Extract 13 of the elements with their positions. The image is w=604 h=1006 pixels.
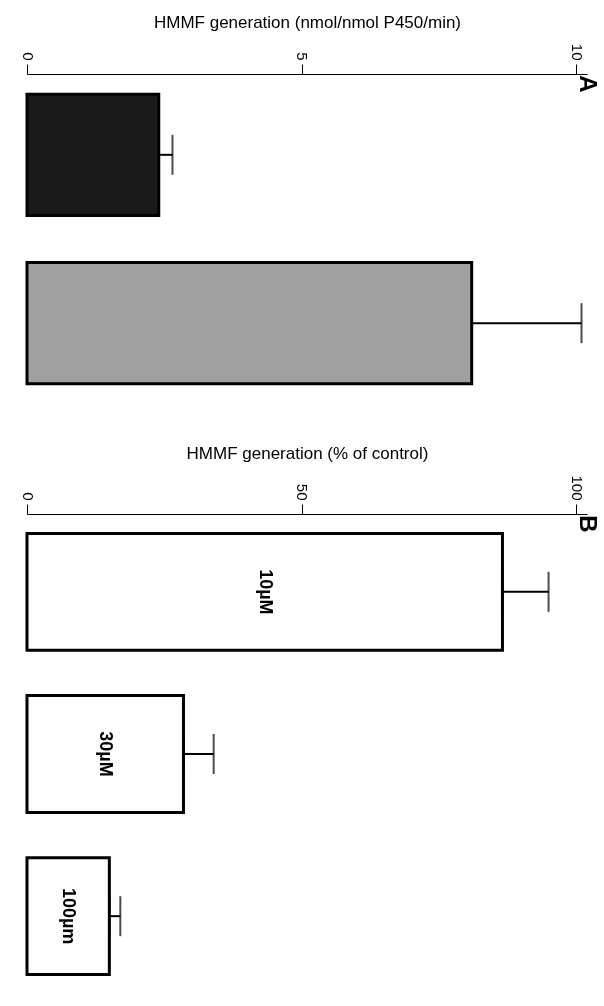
y-tick-label: 30µM [96,731,117,777]
x-tick-label: 5 [294,52,312,61]
x-axis-title: HMMF generation (nmol/nmol P450/min) [153,12,462,32]
x-tick-label: 100 [568,475,586,501]
annotation: A [575,75,602,93]
x-axis-title: HMMF generation (% of control) [186,444,429,464]
y-tick-label: 100µm [59,887,80,945]
x-tick-label: 10 [568,43,586,61]
x-tick-label: 0 [19,492,37,501]
annotation: B [575,515,602,533]
x-tick-label: 0 [19,52,37,61]
y-tick-label: 10µM [255,569,276,615]
x-tick-label: 50 [294,483,312,501]
